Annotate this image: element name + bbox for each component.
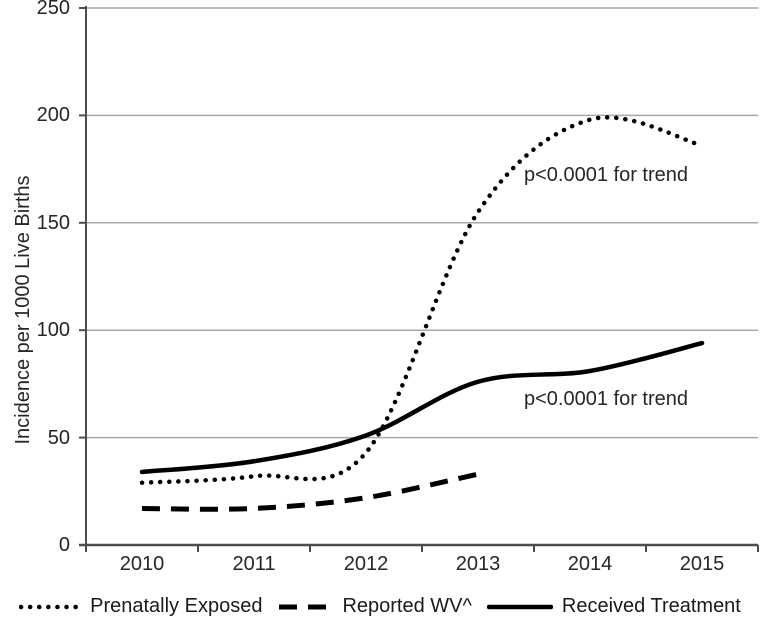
x-tick-label: 2015 xyxy=(679,553,725,575)
legend-label: Prenatally Exposed xyxy=(90,595,263,617)
dotted-line-swatch-icon xyxy=(19,604,82,609)
x-tick-label: 2011 xyxy=(232,553,276,575)
legend-item-received-treatment: Received Treatment xyxy=(486,595,741,618)
y-tick-label: 100 xyxy=(36,319,70,342)
x-tick-label: 2014 xyxy=(567,553,613,575)
y-tick-label: 0 xyxy=(58,534,70,556)
x-tick-label: 2010 xyxy=(119,553,165,575)
legend-item-reported-wv: Reported WV^ xyxy=(277,595,472,618)
solid-line-swatch-icon xyxy=(486,604,553,609)
annotation-p-value: p<0.0001 for trend xyxy=(524,388,689,410)
legend-label: Reported WV^ xyxy=(342,595,472,617)
series-line-reported-wv- xyxy=(141,471,479,512)
x-tick-label: 2013 xyxy=(455,553,501,575)
series-line-received-treatment xyxy=(139,340,705,475)
y-tick-label: 200 xyxy=(36,104,70,127)
y-tick-label: 150 xyxy=(36,211,70,234)
y-tick-label: 250 xyxy=(36,0,70,19)
legend-item-prenatally-exposed: Prenatally Exposed xyxy=(19,595,262,618)
x-tick-label: 2012 xyxy=(343,553,389,575)
annotation-p-value: p<0.0001 for trend xyxy=(524,164,689,186)
dashed-line-swatch-icon xyxy=(279,604,332,609)
chart-legend: Prenatally Exposed Reported WV^ Received… xyxy=(0,595,760,618)
legend-label: Received Treatment xyxy=(561,595,741,617)
y-tick-label: 50 xyxy=(47,426,70,449)
